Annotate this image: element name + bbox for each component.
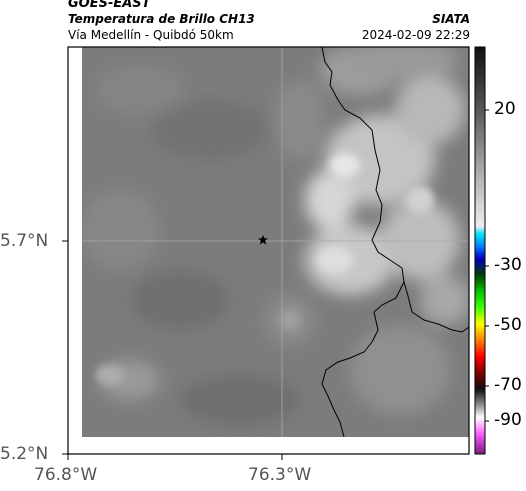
- lat-tick-label: 5.7°N: [0, 231, 49, 251]
- colorbar-tick-label: 20: [494, 99, 516, 119]
- lat-tick-label: 5.2°N: [0, 444, 49, 464]
- product-title: Temperatura de Brillo CH13: [68, 12, 255, 26]
- lon-tick-label: 76.8°W: [34, 465, 98, 485]
- region-subtitle: Vía Medellín - Quibdó 50km: [68, 28, 234, 42]
- colorbar-tick-label: -30: [494, 255, 522, 275]
- map-frame: [67, 46, 470, 455]
- datetime-label: 2024-02-09 22:29: [361, 28, 470, 42]
- colorbar-tick-label: -50: [494, 315, 522, 335]
- department-border: [321, 47, 405, 437]
- colorbar-tick-label: -90: [494, 410, 522, 430]
- colorbar: [474, 46, 486, 455]
- lon-tick-label: 76.3°W: [248, 465, 312, 485]
- satellite-imagery: [82, 47, 469, 437]
- agency-label: SIATA: [432, 12, 470, 26]
- satellite-title: GOES-EAST: [68, 0, 151, 11]
- colorbar-tick-label: -70: [494, 375, 522, 395]
- star-marker-icon: [258, 235, 268, 245]
- department-border-east: [403, 281, 469, 333]
